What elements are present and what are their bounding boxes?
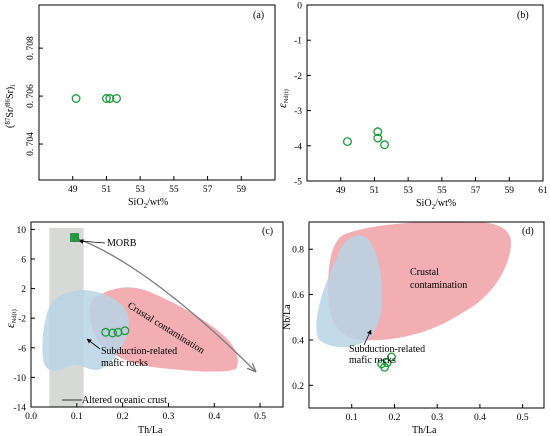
- data-point: [71, 94, 81, 103]
- data-point: [101, 327, 111, 337]
- x-tick-label: 0.0: [25, 412, 37, 422]
- x-tick-label: 53: [403, 186, 413, 196]
- y-tick-label: 0.6: [292, 291, 304, 301]
- x-tick-label: 57: [471, 186, 481, 196]
- x-tick-label: 0.1: [346, 413, 358, 423]
- x-tick-label: 0.5: [254, 412, 266, 422]
- data-point: [108, 328, 118, 338]
- subduction-related-region-c: [42, 290, 129, 371]
- x-tick-label: 59: [237, 185, 247, 195]
- subduction-label-d-line2: mafic rocks: [349, 355, 396, 366]
- panel-label-c: (c): [262, 226, 273, 237]
- x-tick-label: 55: [437, 186, 447, 196]
- crustal-contamination-region-c: [89, 287, 238, 372]
- y-tick-label: -2: [18, 315, 26, 325]
- data-point: [105, 94, 115, 103]
- y-tick-label: -5: [294, 178, 302, 188]
- y-tick-label: -2: [294, 72, 302, 82]
- panel-label-b: (b): [517, 10, 529, 21]
- x-tick-label: 0.1: [71, 412, 83, 422]
- panel-d: 0.1 0.2 0.3 0.4 0.5 0.2 0.4 0.6 0.8 Crustal con…: [282, 221, 545, 436]
- panel-label-a: (a): [253, 10, 264, 21]
- y-tick-label: 0. 704: [26, 132, 36, 156]
- y-tick-label: 0.2: [292, 382, 304, 392]
- subduction-label-c-line2: mafic rocks: [101, 358, 148, 369]
- x-tick-label: 0.5: [517, 413, 529, 423]
- subduction-label-c-line1: Subduction-related: [101, 346, 177, 357]
- x-tick-label: 51: [102, 185, 112, 195]
- x-tick-label: 0.3: [163, 412, 175, 422]
- subduction-pointer-arrow-d: [363, 329, 372, 346]
- x-axis-label-d: Th/La: [412, 425, 437, 436]
- x-axis-label-a: SiO2/wt%: [128, 197, 168, 210]
- data-point: [382, 358, 392, 368]
- x-tick-label: 51: [370, 186, 380, 196]
- y-axis-label-c: εNd(t): [3, 309, 18, 328]
- x-tick-label: 49: [68, 185, 78, 195]
- x-tick-label: 61: [538, 186, 548, 196]
- y-tick-label: 2: [21, 285, 26, 295]
- y-axis-label-a: (87Sr/86Sr)i: [4, 85, 17, 128]
- x-tick-label: 0.3: [431, 413, 443, 423]
- x-tick-label: 0.4: [474, 413, 486, 423]
- crustal-contamination-label-d-line2: contamination: [410, 280, 467, 291]
- panel-a: 49 51 53 55 57 59 0. 704 0. 706 0. 708 (a) SiO2…: [4, 4, 276, 210]
- data-point: [120, 326, 130, 336]
- x-axis-label-c: Th/La: [138, 425, 163, 436]
- x-tick-label: 55: [169, 185, 179, 195]
- data-point: [380, 140, 389, 150]
- x-tick-label: 57: [203, 185, 213, 195]
- data-point: [343, 137, 352, 147]
- x-tick-label: 0.2: [389, 413, 401, 423]
- y-tick-label: -4: [294, 142, 302, 152]
- x-axis-label-b: SiO2/wt%: [416, 198, 456, 211]
- data-point: [380, 362, 390, 372]
- morb-marker: [70, 233, 79, 242]
- subduction-pointer-arrow-c: [86, 338, 101, 350]
- x-tick-label: 53: [135, 185, 145, 195]
- y-axis-label-b: εNd(t): [275, 89, 290, 108]
- x-tick-label: 59: [505, 186, 515, 196]
- morb-label: MORB: [107, 238, 137, 249]
- x-tick-label: 0.2: [117, 412, 129, 422]
- subduction-label-d-line1: Subduction-related: [349, 344, 425, 355]
- trend-arrow-c: [74, 236, 256, 372]
- y-tick-label: -1: [294, 37, 302, 47]
- y-tick-label: 10: [17, 226, 27, 236]
- y-tick-label: 0: [297, 2, 302, 12]
- y-axis-label-d: Nb/La: [282, 304, 293, 330]
- data-point: [101, 94, 111, 103]
- y-tick-label: 6: [21, 256, 26, 266]
- y-tick-label: -10: [13, 374, 26, 384]
- y-tick-label: -3: [294, 107, 302, 117]
- data-point: [373, 127, 383, 137]
- crustal-contamination-label-d-line1: Crustal: [410, 267, 439, 278]
- morb-pointer-arrow: [78, 238, 106, 244]
- altered-oceanic-crust-label: Altered oceanic crust: [82, 395, 167, 406]
- data-point: [387, 352, 396, 362]
- y-tick-label: 0.4: [292, 336, 304, 346]
- panel-label-d: (d): [522, 226, 534, 237]
- y-tick-label: 0. 708: [26, 36, 36, 60]
- y-tick-label: -6: [18, 344, 26, 354]
- subduction-related-region-d: [316, 235, 382, 348]
- data-point: [373, 133, 383, 143]
- x-tick-label: 0.4: [208, 412, 220, 422]
- y-tick-label: -14: [13, 404, 26, 414]
- y-tick-label: 0.8: [292, 246, 304, 256]
- x-tick-label: 49: [336, 186, 346, 196]
- data-point: [112, 94, 121, 103]
- panel-b: 49 51 53 55 57 59 61 -5-4-3-2-10 (b) SiO2/wt% …: [275, 2, 548, 212]
- y-tick-label: 0. 706: [26, 84, 36, 108]
